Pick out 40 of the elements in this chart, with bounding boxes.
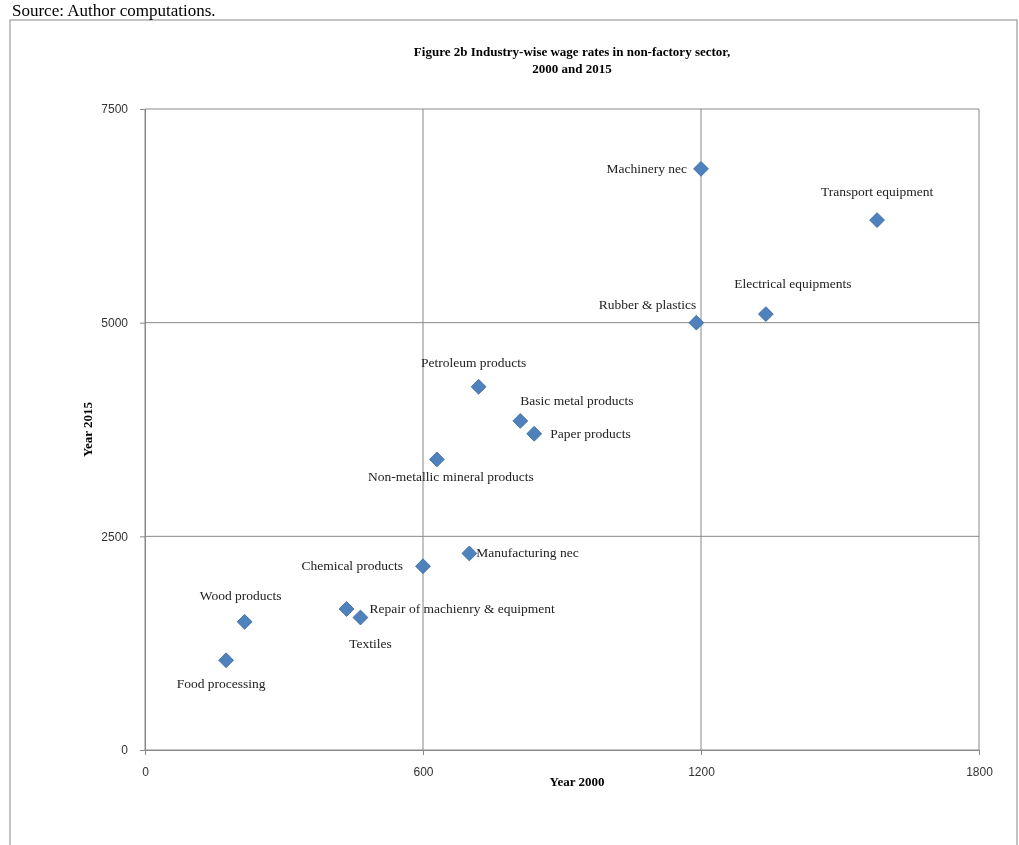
annotation: Petroleum products [420,354,527,370]
point [526,425,543,442]
y-tick-label: 5000 [101,316,129,331]
annotation: Chemical products [301,558,403,574]
annotation: Paper products [550,425,631,441]
point [218,652,234,669]
source-note: Source: Author computations. [12,1,216,20]
x-axis-title: Year 2000 [549,774,605,789]
annotation: Wood products [199,587,282,603]
point [429,451,445,468]
point [693,161,709,177]
annotation: Textiles [349,635,392,651]
annotation: Machinery nec [606,160,687,176]
annotation: Transport equipment [820,184,934,200]
annotation: Repair of machienry & equipment [369,600,555,616]
point [415,558,431,575]
x-tick-label: 1200 [688,764,716,779]
y-tick-label: 0 [121,743,129,758]
point [688,314,705,331]
y-axis-title: Year 2015 [80,401,95,458]
annotation: Food processing [176,676,266,692]
annotation: Basic metal products [520,392,634,408]
annotation: Non-metallic mineral products [368,469,534,485]
x-tick-label: 0 [142,764,150,779]
point [338,601,355,617]
annotation: Manufacturing nec [476,545,579,561]
point [461,545,478,562]
y-tick-label: 7500 [101,102,129,117]
x-tick-label: 1800 [966,764,994,779]
annotation: Electrical equipments [734,276,852,292]
point [758,306,774,322]
point [352,609,369,626]
chart-title: Figure 2b Industry-wise wage rates in non-factory sector, 2000 and 2015 [413,44,731,76]
point [869,212,885,228]
point [236,613,253,630]
annotation: Rubber & plastics [598,296,697,312]
y-tick-label: 2500 [101,529,129,544]
point [512,413,529,429]
x-tick-label: 600 [413,764,434,779]
point [470,378,487,395]
